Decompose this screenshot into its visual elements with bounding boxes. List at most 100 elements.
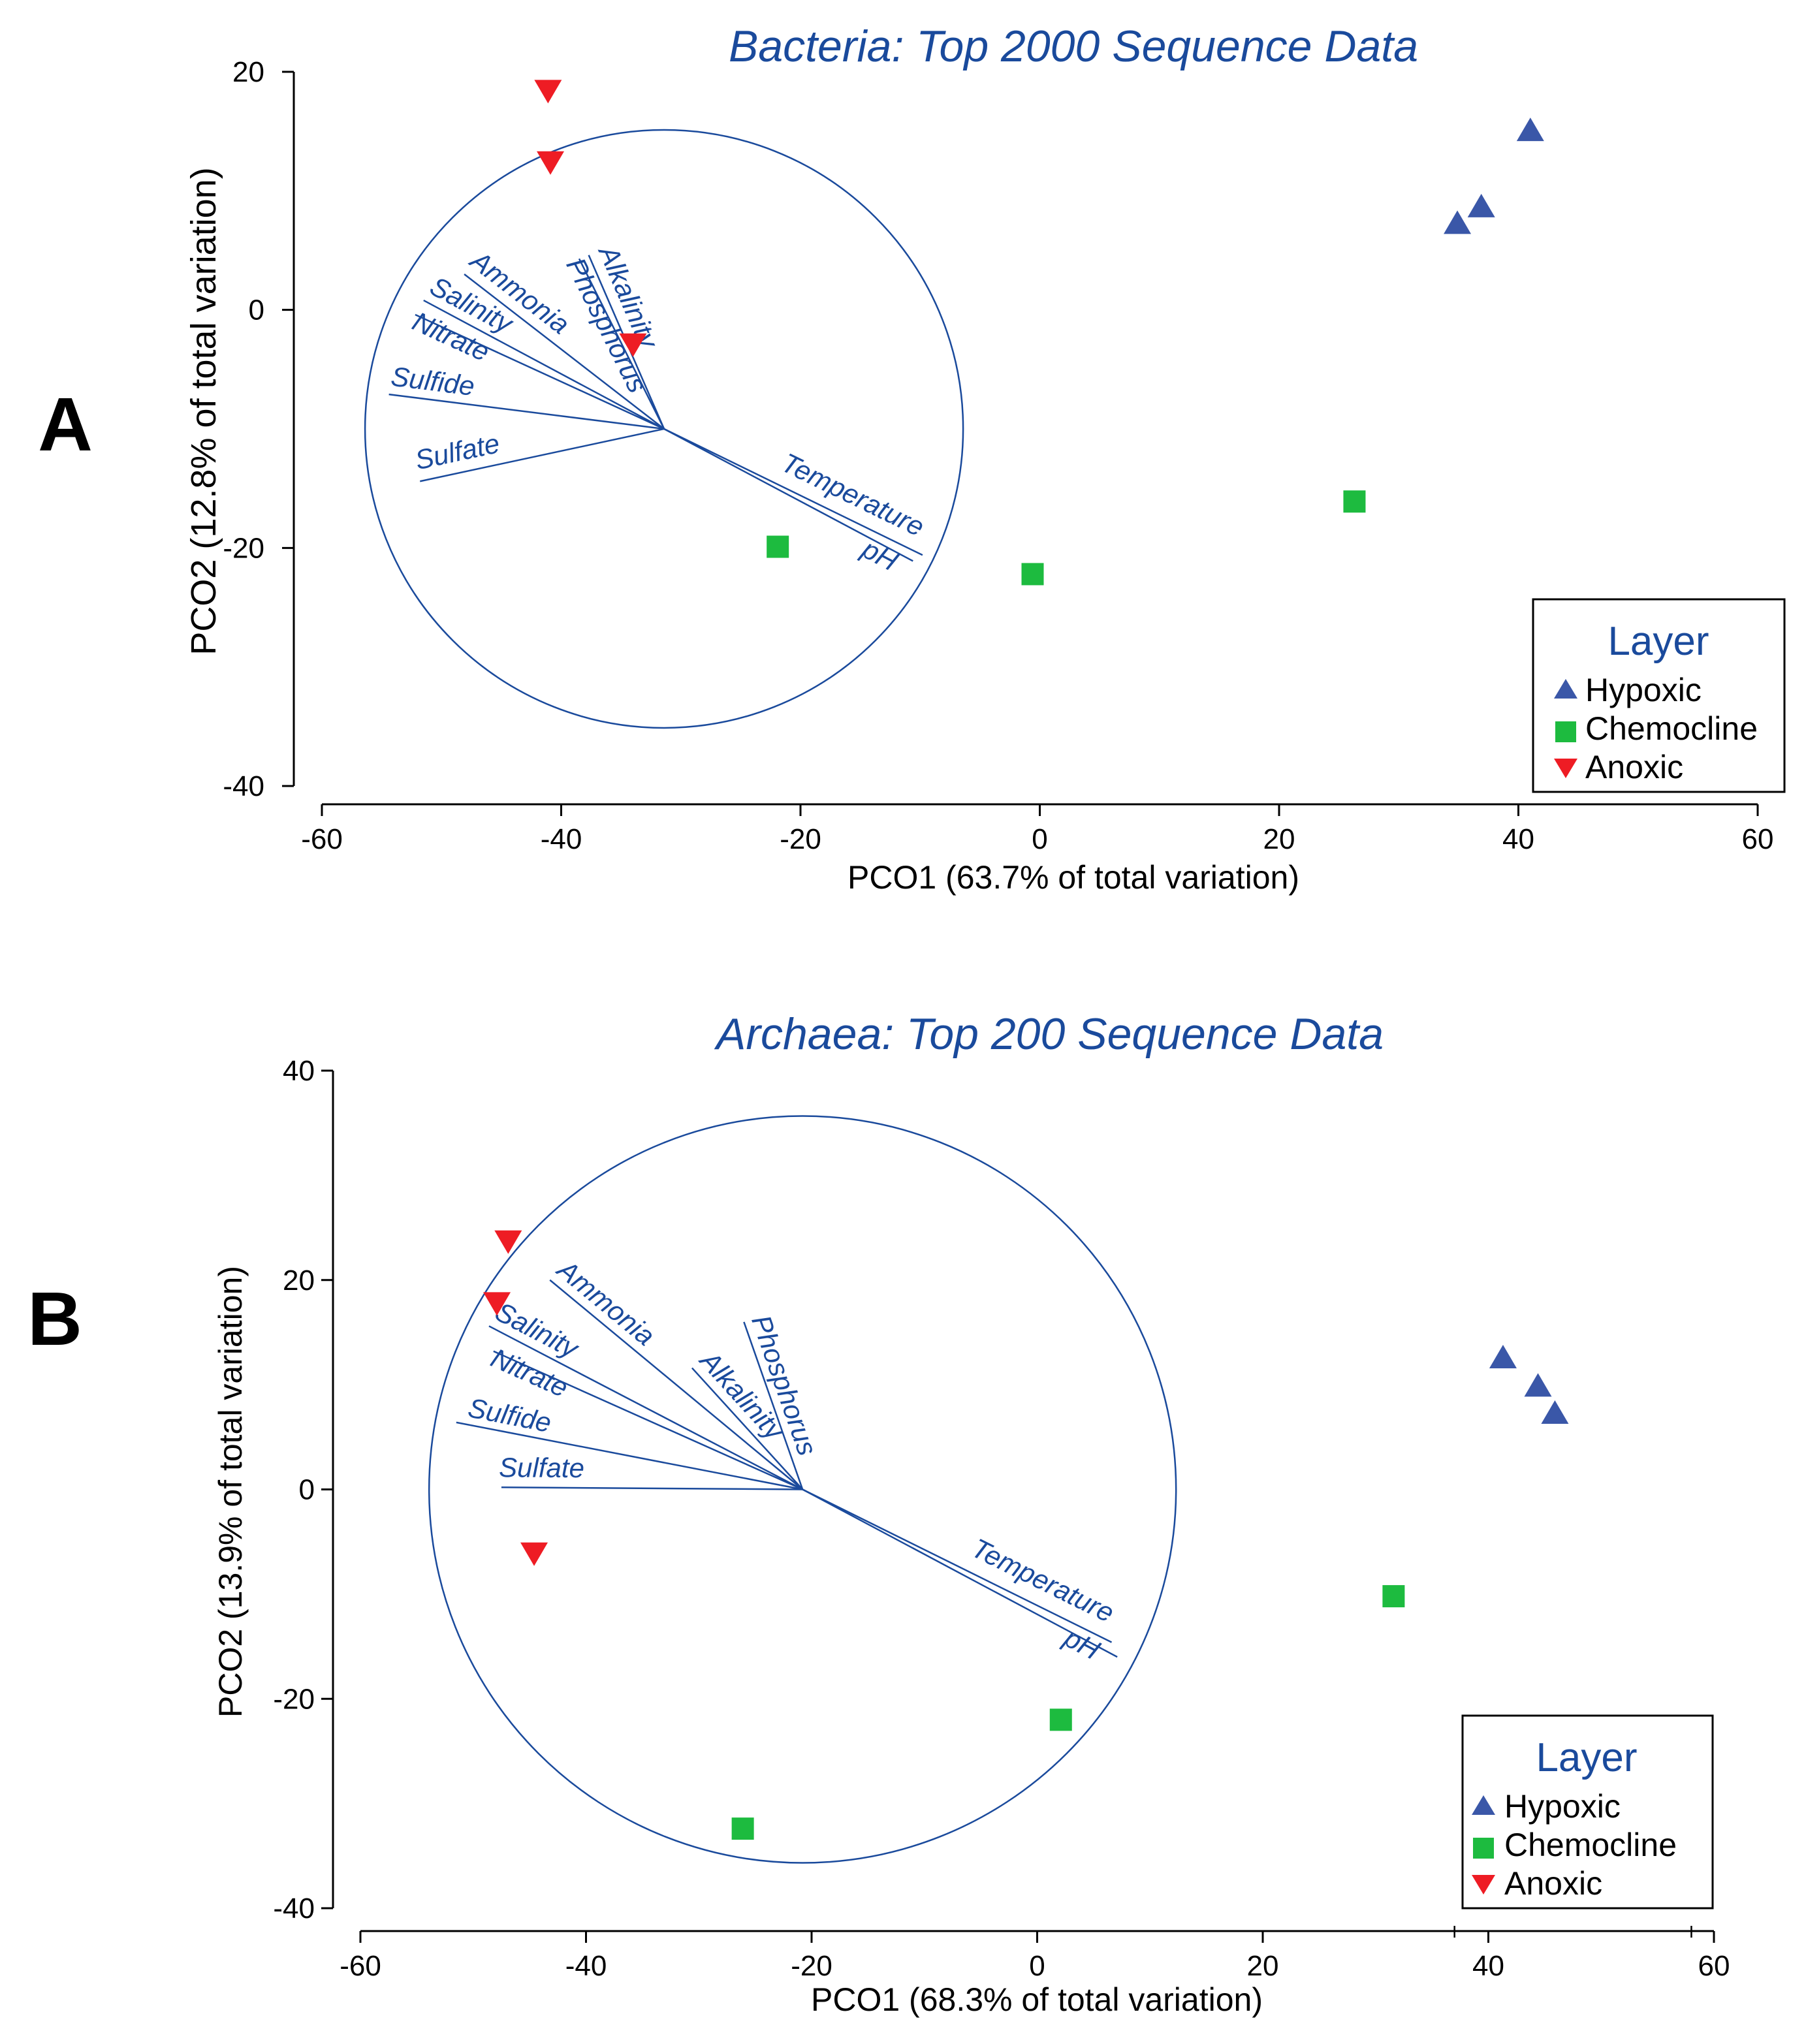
panel-b-point-hypoxic bbox=[1541, 1400, 1569, 1424]
panel-a-legend-chemocline-marker bbox=[1555, 721, 1576, 742]
panel-a-legend: Layer Hypoxic Chemocline Anoxic bbox=[1532, 598, 1786, 793]
panel-a-y-tick-label: -20 bbox=[223, 532, 264, 564]
panel-a-legend-chemocline-label: Chemocline bbox=[1585, 710, 1758, 747]
panel-a-legend-title: Layer bbox=[1608, 619, 1709, 664]
panel-b-vector-sulfate bbox=[501, 1486, 803, 1490]
panel-a-point-chemocline bbox=[767, 535, 789, 558]
panel-b-legend-hypoxic-marker bbox=[1472, 1795, 1495, 1815]
panel-a-point-chemocline bbox=[1343, 490, 1366, 513]
panel-b-point-hypoxic bbox=[1489, 1345, 1517, 1369]
panel-a-vector-sulfide bbox=[388, 393, 665, 430]
panel-b-x-tick-label: 40 bbox=[1472, 1950, 1504, 1982]
panel-b-legend-item-chemocline: Chemocline bbox=[1473, 1827, 1677, 1863]
panel-a-vector-label-ph: pH bbox=[856, 533, 903, 577]
panel-b-legend-chemocline-marker bbox=[1473, 1838, 1494, 1859]
panel-b-legend-item-hypoxic: Hypoxic bbox=[1472, 1788, 1621, 1825]
panel-b-vector-temperature bbox=[802, 1488, 1113, 1643]
panel-a-vector-ammonia bbox=[464, 273, 665, 430]
panel-b-point-anoxic bbox=[520, 1542, 548, 1566]
panel-a-letter: A bbox=[38, 382, 93, 467]
panel-b-y-tick-label: 0 bbox=[299, 1474, 315, 1506]
panel-a-correlation-circle bbox=[364, 129, 964, 729]
panel-b-point-chemocline bbox=[1382, 1585, 1405, 1608]
panel-b-y-axis-label: PCO2 (13.9% of total variation) bbox=[212, 1266, 249, 1718]
panel-b-legend-box bbox=[1461, 1714, 1714, 1910]
panel-a-point-anoxic bbox=[534, 80, 562, 104]
panel-b-vector-nitrate bbox=[493, 1350, 803, 1490]
panel-b-vector-label-sulfate: Sulfate bbox=[499, 1452, 584, 1483]
panel-a-x-tick-label: 60 bbox=[1742, 823, 1774, 855]
panel-b-letter: B bbox=[27, 1276, 82, 1361]
panel-b-legend: Layer Hypoxic Chemocline Anoxic bbox=[1461, 1714, 1714, 1910]
panel-a-vector-salinity bbox=[423, 299, 665, 430]
panel-a-legend-item-hypoxic: Hypoxic bbox=[1554, 672, 1702, 708]
panel-a-x-ticks: -60 -40 -20 0 20 40 60 bbox=[301, 804, 1773, 855]
panel-a-legend-item-anoxic: Anoxic bbox=[1554, 749, 1683, 785]
panel-b-vector-phosphorus bbox=[743, 1321, 804, 1490]
panel-b-correlation-circle bbox=[428, 1115, 1177, 1864]
panel-a-point-hypoxic bbox=[1516, 118, 1544, 142]
panel-a-y-tick-label: -40 bbox=[223, 770, 264, 802]
panel-b-point-chemocline bbox=[1049, 1708, 1072, 1731]
panel-b-points bbox=[483, 1230, 1569, 1840]
panel-b-vector-label-ph: pH bbox=[1058, 1622, 1105, 1666]
panel-b-vector-label-temperature: Temperature bbox=[967, 1532, 1119, 1628]
panel-b-x-tick-label: -20 bbox=[791, 1950, 832, 1982]
panel-a-y-tick-label: 0 bbox=[249, 294, 264, 326]
panel-b-legend-anoxic-marker bbox=[1472, 1875, 1495, 1895]
panel-a-legend-item-chemocline: Chemocline bbox=[1555, 710, 1758, 747]
panel-a-legend-hypoxic-marker bbox=[1554, 679, 1577, 699]
panel-a-point-anoxic bbox=[619, 333, 647, 357]
panel-b-legend-anoxic-label: Anoxic bbox=[1504, 1865, 1602, 1902]
panel-b-chart: B Archaea: Top 200 Sequence Data PCO1 (6… bbox=[27, 1009, 1730, 2018]
panel-a-x-tick-label: 40 bbox=[1502, 823, 1534, 855]
panel-b-axes: -60 -40 -20 0 20 40 60 -40 -20 0 20 40 bbox=[273, 1055, 1730, 1982]
panel-a-x-tick-label: -60 bbox=[301, 823, 343, 855]
panel-b-x-tick-label: -60 bbox=[340, 1950, 381, 1982]
panel-b-vector-sulfide bbox=[456, 1421, 803, 1490]
panel-b-legend-hypoxic-label: Hypoxic bbox=[1504, 1788, 1621, 1825]
panel-a-y-ticks: -40 -20 0 20 bbox=[223, 56, 294, 802]
panel-a-point-chemocline bbox=[1021, 563, 1044, 586]
panel-b-point-anoxic bbox=[494, 1230, 522, 1254]
panel-a-y-tick-label: 20 bbox=[232, 56, 264, 88]
panel-a-vector-sulfate bbox=[420, 428, 665, 482]
panel-a-legend-hypoxic-label: Hypoxic bbox=[1585, 672, 1702, 708]
panel-a-vector-phosphorus bbox=[578, 258, 665, 430]
panel-a-vector-label-sulfate: Sulfate bbox=[413, 428, 503, 475]
panel-a-point-hypoxic bbox=[1467, 193, 1495, 217]
panel-a-point-anoxic bbox=[537, 151, 565, 175]
panel-a-x-tick-label: -40 bbox=[541, 823, 582, 855]
panel-b-legend-title: Layer bbox=[1536, 1735, 1637, 1780]
panel-a-vector-ph bbox=[663, 428, 913, 562]
panel-b-vector-label-sulfide: Sulfide bbox=[466, 1392, 554, 1438]
panel-b-vector-ph bbox=[802, 1488, 1118, 1658]
panel-b-vector-salinity bbox=[488, 1325, 803, 1490]
panel-b-legend-item-anoxic: Anoxic bbox=[1472, 1865, 1602, 1902]
panel-b-plot-area: PhosphorusAlkalinityAmmoniaSalinityNitra… bbox=[428, 1115, 1569, 1864]
panel-a-x-tick-label: 0 bbox=[1032, 823, 1047, 855]
panel-a-x-axis-label: PCO1 (63.7% of total variation) bbox=[848, 859, 1299, 896]
panel-b-vector-alkalinity bbox=[691, 1367, 804, 1490]
panel-a-vector-temperature bbox=[663, 428, 923, 556]
panel-b-point-hypoxic bbox=[1524, 1373, 1552, 1397]
panel-a-plot-area: AlkalinityPhosphorusAmmoniaSalinityNitra… bbox=[364, 80, 1544, 729]
panel-b-x-tick-label: 20 bbox=[1247, 1950, 1279, 1982]
panel-b-y-tick-label: -40 bbox=[273, 1893, 315, 1925]
panel-b-vector-ammonia bbox=[549, 1279, 803, 1490]
panel-a-point-hypoxic bbox=[1444, 210, 1472, 234]
panel-a-chart: A Bacteria: Top 2000 Sequence Data PCO1 … bbox=[38, 22, 1786, 896]
panel-b-x-tick-label: 0 bbox=[1029, 1950, 1045, 1982]
panel-b-y-ticks: -40 -20 0 20 40 bbox=[273, 1055, 333, 1925]
panel-b-vectors: PhosphorusAlkalinityAmmoniaSalinityNitra… bbox=[456, 1253, 1119, 1666]
panel-b-x-axis-label: PCO1 (68.3% of total variation) bbox=[811, 1981, 1263, 2018]
panel-a-legend-anoxic-marker bbox=[1554, 759, 1577, 778]
panel-a-y-axis-label: PCO2 (12.8% of total variation) bbox=[184, 167, 223, 655]
panel-a-title: Bacteria: Top 2000 Sequence Data bbox=[729, 22, 1418, 71]
panel-a-x-tick-label: 20 bbox=[1263, 823, 1295, 855]
panel-b-legend-chemocline-label: Chemocline bbox=[1504, 1827, 1677, 1863]
panel-a-legend-anoxic-label: Anoxic bbox=[1585, 749, 1683, 785]
panel-b-y-tick-label: 20 bbox=[283, 1265, 315, 1297]
panel-b-title: Archaea: Top 200 Sequence Data bbox=[714, 1009, 1384, 1059]
